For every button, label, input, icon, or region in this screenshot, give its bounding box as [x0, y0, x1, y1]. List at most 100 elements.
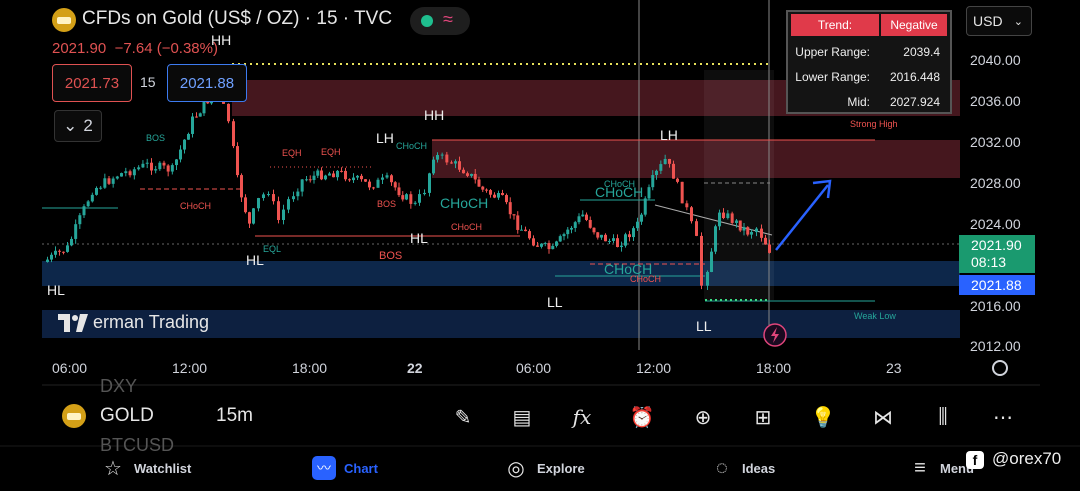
label-choch: CHoCH: [604, 179, 636, 189]
label-choch: CHoCH: [396, 141, 428, 151]
candle-body: [381, 177, 384, 180]
mid-row: Mid: 2027.924: [788, 89, 950, 114]
candle-body: [352, 177, 355, 181]
credit-handle: @orex70: [992, 449, 1062, 468]
candle-body: [401, 195, 405, 200]
candle-body: [755, 228, 758, 233]
note-icon[interactable]: ▤: [512, 406, 532, 429]
candles-icon[interactable]: ⫼: [938, 405, 948, 428]
label-eql: EQL: [263, 244, 282, 254]
candle-body: [651, 175, 655, 188]
projection-arrowhead: [812, 179, 832, 199]
candle-body: [440, 154, 444, 156]
candle-body: [750, 232, 753, 235]
row-key: Mid:: [847, 94, 870, 109]
chart-icon[interactable]: 〰: [312, 456, 336, 480]
compass-icon[interactable]: ◎: [507, 457, 525, 480]
nav-explore[interactable]: Explore: [537, 461, 585, 476]
candle-body: [50, 254, 53, 260]
candle-body: [735, 220, 738, 223]
candle-body: [481, 186, 485, 190]
collapse-indicators-button[interactable]: ⌄ 2: [54, 110, 102, 142]
label-ll: LL: [547, 294, 563, 310]
buy-button[interactable]: 2021.88: [167, 64, 247, 102]
candle-body: [547, 243, 551, 250]
candle-body: [320, 170, 323, 180]
candle-body: [107, 178, 111, 184]
symbol-selector[interactable]: GOLD: [100, 405, 154, 426]
candle-body: [738, 220, 742, 231]
alert-clock-icon[interactable]: ⏰: [629, 406, 655, 429]
candle-body: [240, 175, 243, 198]
candle-body: [128, 171, 132, 176]
hamburger-icon[interactable]: ≡: [914, 456, 926, 479]
nav-chart[interactable]: Chart: [344, 461, 378, 476]
candle-body: [695, 221, 698, 236]
candle-body: [324, 175, 327, 180]
time-tick: 18:00: [756, 360, 792, 376]
nav-watchlist[interactable]: Watchlist: [134, 461, 192, 476]
candle-body: [262, 194, 265, 199]
pen-icon[interactable]: ✎: [454, 406, 472, 429]
share-icon[interactable]: ⋈: [873, 406, 893, 429]
more-icon[interactable]: ⋯: [993, 406, 1013, 429]
gold-bars-icon: [62, 404, 86, 428]
fx-icon[interactable]: fx: [572, 405, 592, 429]
candle-body: [312, 175, 316, 181]
candle-body: [248, 212, 251, 224]
candle-body: [336, 170, 339, 178]
label-choch: CHoCH: [440, 195, 489, 211]
currency-select[interactable]: USD ⌄: [966, 6, 1032, 36]
nav-ideas[interactable]: Ideas: [742, 461, 776, 476]
candle-body: [458, 161, 461, 170]
last-price-line: 2021.90 −7.64 (−0.38%): [52, 40, 218, 57]
label-bos: BOS: [377, 199, 397, 209]
candle-body: [46, 259, 49, 262]
candle-body: [99, 187, 103, 189]
grid-icon[interactable]: ⊞: [754, 406, 772, 429]
quantity[interactable]: 15: [140, 74, 156, 90]
candle-body: [512, 214, 516, 216]
candle-body: [473, 173, 477, 180]
candle-body: [636, 221, 639, 229]
bulb-icon[interactable]: ◌: [716, 456, 728, 479]
label-eqh: EQH: [321, 147, 341, 157]
label-hh: HH: [424, 107, 445, 123]
timeframe-selector[interactable]: 15m: [216, 405, 253, 426]
candle-body: [187, 133, 190, 140]
label-lh: LH: [660, 127, 678, 143]
candle-body: [183, 139, 186, 150]
candle-body: [505, 195, 508, 203]
label-choch: CHoCH: [630, 274, 662, 284]
price-tick: 2016.00: [970, 298, 1021, 314]
candle-body: [466, 173, 469, 176]
candle-body: [364, 179, 367, 182]
candle-body: [124, 171, 128, 174]
symbol-title[interactable]: CFDs on Gold (US$ / OZ) · 15 · TVC: [82, 8, 393, 29]
candle-body: [70, 238, 73, 246]
gear-icon[interactable]: [992, 360, 1008, 376]
star-icon[interactable]: ☆: [104, 457, 122, 480]
nav-menu[interactable]: Menu: [940, 461, 974, 476]
candle-body: [292, 196, 295, 200]
label-strong-high: Strong High: [850, 119, 898, 129]
candle-body: [287, 199, 290, 210]
price-tick: 2024.00: [970, 216, 1021, 232]
current-price: 2021.90: [971, 237, 1022, 253]
candle-body: [227, 103, 230, 122]
sell-button[interactable]: 2021.73: [52, 64, 132, 102]
candle-body: [659, 164, 663, 171]
candle-body: [536, 245, 539, 247]
status-pill[interactable]: [410, 7, 470, 35]
candle-body: [348, 179, 351, 181]
price-tick: 2036.00: [970, 93, 1021, 109]
time-tick: 06:00: [52, 360, 88, 376]
candle-body: [445, 154, 449, 163]
demand-zone: [42, 261, 960, 286]
plus-circle-icon[interactable]: ⊕: [694, 406, 712, 429]
bulb-icon[interactable]: 💡: [810, 406, 836, 429]
candle-body: [340, 170, 343, 172]
candle-body: [528, 231, 531, 239]
candle-body: [647, 187, 651, 199]
